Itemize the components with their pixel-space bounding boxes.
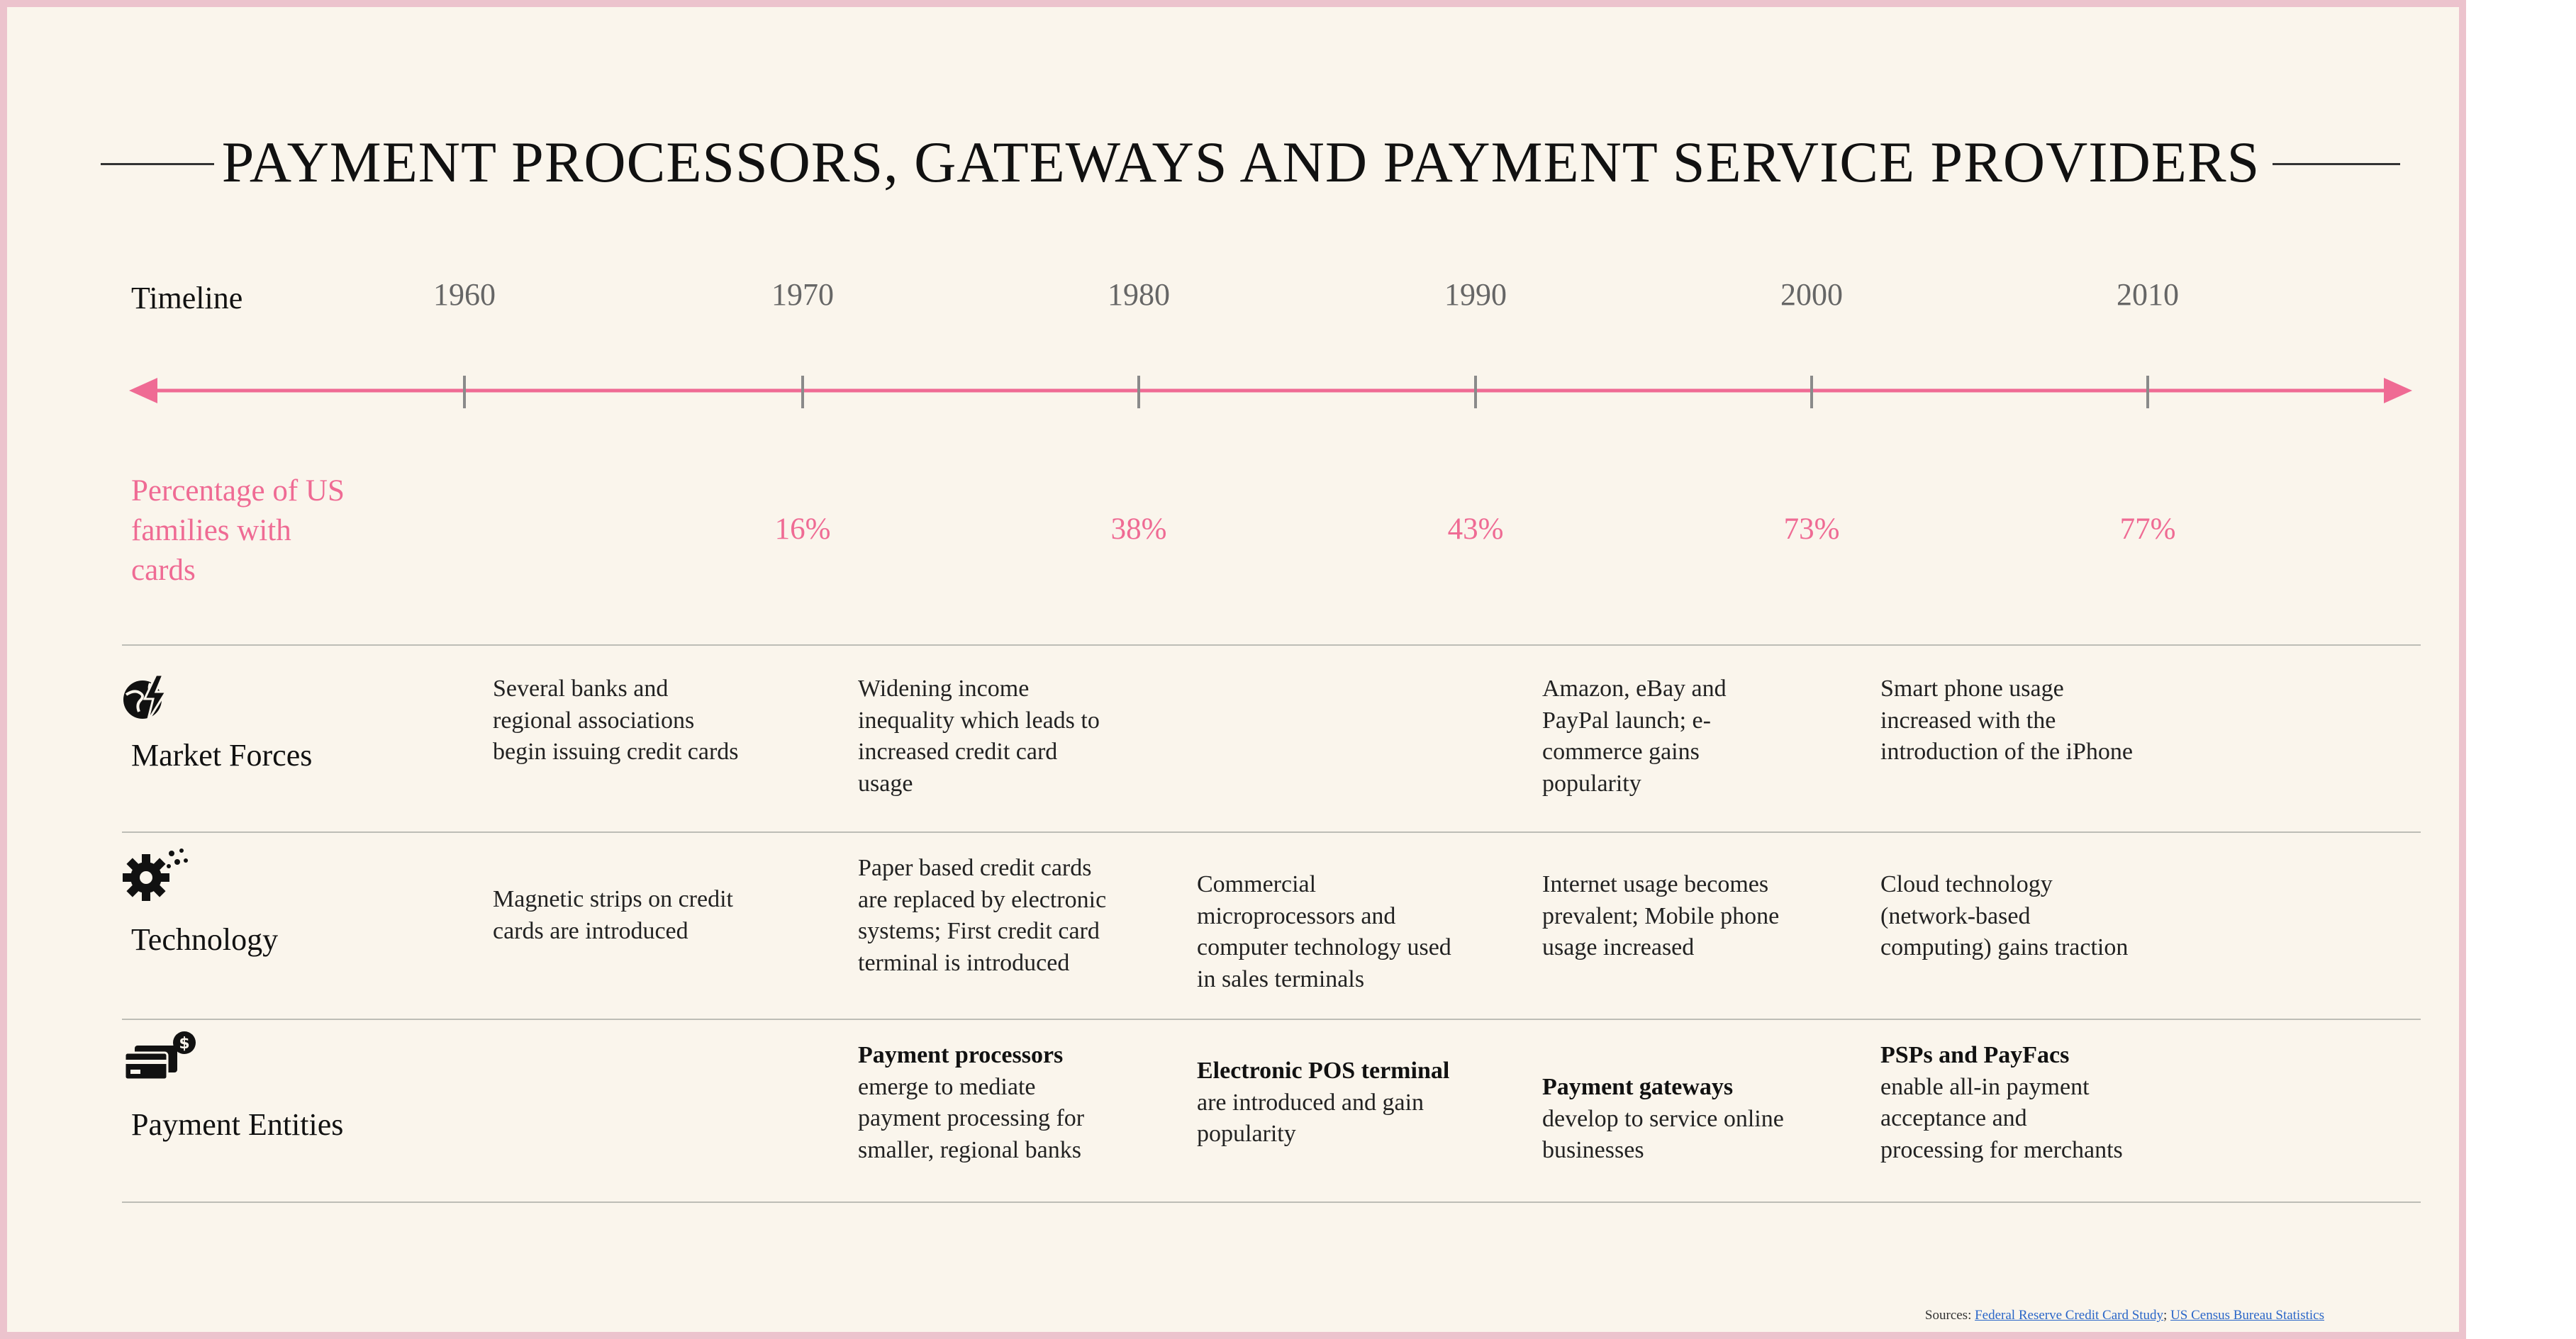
- cell-text: develop to service online businesses: [1542, 1105, 1784, 1164]
- percentage-label: Percentage of US families with cards: [131, 474, 345, 587]
- row-label-technology: Technology: [131, 922, 279, 957]
- globe-lightning-icon: [123, 673, 168, 722]
- cell-text: Several banks and regional associations …: [493, 676, 739, 765]
- cell-text: Smart phone usage increased with the int…: [1880, 676, 2134, 765]
- page-title: PAYMENT PROCESSORS, GATEWAYS AND PAYMENT…: [221, 130, 2260, 194]
- timeline-cell: Widening income inequality which leads t…: [858, 673, 1113, 800]
- percentage-value: 16%: [774, 512, 831, 546]
- row-divider: [122, 1019, 2421, 1020]
- year-label: 1970: [771, 277, 834, 312]
- cell-text: Magnetic strips on credit cards are intr…: [493, 886, 733, 944]
- sources-separator: ;: [2163, 1308, 2171, 1323]
- percentage-value: 43%: [1447, 512, 1504, 546]
- cell-text: enable all-in payment acceptance and pro…: [1880, 1073, 2123, 1163]
- timeline-cell: Several banks and regional associations …: [493, 673, 748, 768]
- cell-text: emerge to mediate payment processing for…: [858, 1073, 1085, 1163]
- cell-highlight: Electronic POS terminal: [1197, 1058, 1450, 1084]
- row-label-market-forces: Market Forces: [131, 738, 313, 773]
- cell-text: Paper based credit cards are replaced by…: [858, 855, 1107, 976]
- timeline-axis: [129, 376, 2412, 408]
- cell-text: Amazon, eBay and PayPal launch; e-commer…: [1542, 676, 1727, 797]
- timeline-cell: Paper based credit cards are replaced by…: [858, 853, 1113, 979]
- timeline-cell: Magnetic strips on credit cards are intr…: [493, 884, 748, 947]
- year-label: 2010: [2117, 277, 2179, 312]
- timeline-cell: Payment processors emerge to mediate pay…: [858, 1040, 1113, 1166]
- source-link-census[interactable]: US Census Bureau Statistics: [2170, 1308, 2324, 1323]
- cell-text: Widening income inequality which leads t…: [858, 676, 1100, 797]
- sources-footnote: Sources: Federal Reserve Credit Card Stu…: [1925, 1308, 2324, 1323]
- cell-text: Commercial microprocessors and computer …: [1197, 871, 1451, 992]
- year-label: 2000: [1780, 277, 1843, 312]
- cell-highlight: PSPs and PayFacs: [1880, 1042, 2070, 1068]
- sources-prefix: Sources:: [1924, 1308, 1975, 1323]
- timeline-label: Timeline: [131, 281, 243, 315]
- timeline-cell: Payment gateways develop to service onli…: [1542, 1072, 1797, 1167]
- timeline-arrow-right: [2384, 378, 2412, 403]
- cell-text: Internet usage becomes prevalent; Mobile…: [1542, 871, 1780, 960]
- percentage-value: 73%: [1783, 512, 1840, 546]
- year-label: 1990: [1444, 277, 1507, 312]
- year-label: 1960: [433, 277, 496, 312]
- row-divider: [122, 644, 2421, 646]
- timeline-cell: Internet usage becomes prevalent; Mobile…: [1542, 869, 1797, 964]
- year-label: 1980: [1108, 277, 1170, 312]
- cell-text: Cloud technology (network-based computin…: [1880, 871, 2129, 960]
- timeline-arrow-left: [129, 378, 157, 403]
- cell-highlight: Payment gateways: [1542, 1074, 1734, 1100]
- title-rule-left: [101, 163, 214, 165]
- timeline-cell: Cloud technology (network-based computin…: [1880, 869, 2136, 964]
- percentage-value: 38%: [1110, 512, 1167, 546]
- infographic-frame: PAYMENT PROCESSORS, GATEWAYS AND PAYMENT…: [0, 0, 2466, 1339]
- timeline-cell: Electronic POS terminal are introduced a…: [1197, 1055, 1452, 1150]
- source-link-federal-reserve[interactable]: Federal Reserve Credit Card Study: [1975, 1308, 2164, 1323]
- percentage-value: 77%: [2119, 512, 2176, 546]
- cell-highlight: Payment processors: [858, 1042, 1064, 1068]
- timeline-cell: Amazon, eBay and PayPal launch; e-commer…: [1542, 673, 1797, 800]
- timeline-cell: Smart phone usage increased with the int…: [1880, 673, 2136, 768]
- credit-card-dollar-icon: $: [123, 1031, 196, 1081]
- gear-sparkle-icon: [123, 848, 188, 901]
- row-label-payment-entities: Payment Entities: [131, 1107, 344, 1142]
- cell-text: are introduced and gain popularity: [1197, 1089, 1424, 1148]
- title-rule-right: [2273, 163, 2400, 165]
- svg-text:$: $: [179, 1035, 189, 1053]
- timeline-cell: Commercial microprocessors and computer …: [1197, 869, 1452, 995]
- row-divider: [122, 831, 2421, 833]
- timeline-cell: PSPs and PayFacs enable all-in payment a…: [1880, 1040, 2136, 1166]
- row-divider: [122, 1201, 2421, 1203]
